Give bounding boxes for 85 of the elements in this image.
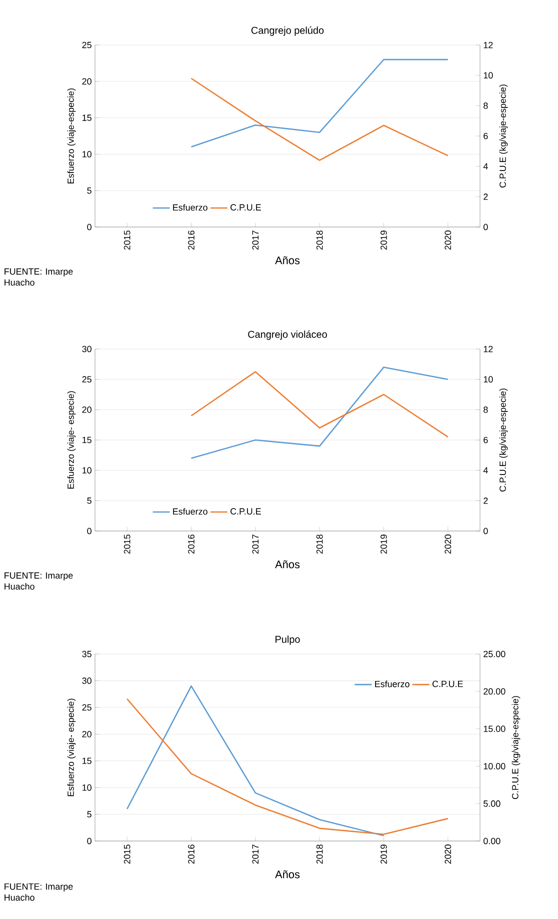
y-tick-label: 25 [82, 376, 92, 383]
y-tick-label: 0 [87, 528, 92, 534]
y2-tick-label: 10 [484, 72, 493, 79]
x-tick-label: 2019 [380, 534, 387, 554]
y-tick-label: 15 [82, 114, 92, 121]
y2-tick-label: 4 [483, 467, 488, 474]
legend-label: C.P.U.E [230, 508, 261, 515]
y2-tick-label: 10 [484, 376, 493, 383]
source-note: FUENTE: Imarpe Huacho [4, 883, 73, 901]
y2-axis-title: C.P.U.E (kg/viaje-especie) [499, 388, 508, 492]
line-series [190, 371, 449, 438]
x-tick-label: 2020 [444, 534, 452, 554]
line-series [190, 58, 449, 148]
y2-tick-label: 0 [484, 224, 488, 230]
y-tick-label: 25 [82, 704, 92, 711]
source-note: FUENTE: Imarpe Huacho [4, 572, 73, 590]
x-tick-label: 2020 [444, 230, 452, 250]
y2-tick-label: 25.00 [484, 650, 506, 658]
x-tick-label: 2015 [124, 844, 130, 864]
chart-title: Pulpo [276, 636, 300, 645]
y-tick-label: 5 [87, 811, 92, 818]
y2-tick-label: 8 [484, 406, 488, 413]
y-tick-label: 30 [82, 346, 92, 352]
x-tick-label: 2015 [124, 534, 130, 554]
x-tick-label: 2018 [316, 844, 323, 864]
legend-label: Esfuerzo [375, 680, 410, 688]
x-tick-label: 2015 [124, 230, 130, 250]
y-tick-label: 30 [82, 678, 92, 684]
legend-label: C.P.U.E [230, 204, 261, 211]
x-tick-label: 2020 [444, 844, 452, 864]
chart-title: Cangrejo violáceo [248, 330, 327, 340]
y2-tick-label: 20.00 [484, 688, 506, 695]
y2-axis-title: C.P.U.E (kg/viaje-especie) [512, 696, 520, 800]
y-tick-label: 10 [82, 151, 92, 158]
y-tick-label: 5 [87, 498, 92, 504]
y-tick-label: 25 [82, 42, 92, 48]
x-tick-label: 2017 [252, 534, 259, 554]
legend-label: Esfuerzo [173, 204, 208, 211]
legend-label: Esfuerzo [173, 508, 208, 515]
y-tick-label: 0 [87, 224, 92, 230]
x-tick-label: 2018 [316, 534, 323, 554]
x-tick-label: 2019 [380, 230, 387, 250]
y2-tick-label: 2 [484, 498, 488, 504]
chart-title: Cangrejo pelúdo [251, 26, 324, 36]
y-axis-title: Esfuerzo (viaje- especie) [67, 698, 76, 796]
x-tick-label: 2016 [188, 230, 194, 250]
x-tick-label: 2016 [188, 844, 194, 864]
x-axis-title: Años [275, 870, 300, 878]
x-axis-title: Años [275, 256, 300, 264]
y2-tick-label: 2 [484, 194, 488, 200]
line-series [190, 78, 449, 161]
line-series [126, 698, 449, 835]
x-tick-label: 2018 [316, 230, 323, 250]
y2-tick-label: 15.00 [484, 726, 506, 732]
y2-tick-label: 8 [484, 102, 488, 109]
y2-tick-label: 12 [484, 42, 493, 48]
y2-tick-label: 6 [484, 436, 488, 444]
y2-tick-label: 10.00 [484, 763, 506, 770]
y-tick-label: 20 [82, 78, 92, 85]
x-tick-label: 2017 [252, 230, 259, 250]
y-axis-title: Esfuerzo (viaje- especie) [67, 391, 76, 489]
y-tick-label: 35 [82, 650, 92, 658]
x-tick-label: 2019 [380, 844, 387, 864]
x-tick-label: 2016 [188, 534, 194, 554]
y2-tick-label: 4 [483, 163, 488, 170]
y-tick-label: 10 [82, 467, 92, 474]
y2-tick-label: 0.00 [484, 838, 500, 844]
x-axis-title: Años [275, 560, 300, 568]
y-tick-label: 20 [82, 730, 92, 738]
y2-tick-label: 12 [484, 346, 493, 352]
y2-tick-label: 5.00 [484, 800, 500, 807]
y-tick-label: 15 [82, 436, 92, 444]
y2-tick-label: 0 [484, 528, 488, 534]
source-note: FUENTE: Imarpe Huacho [4, 268, 73, 286]
y-axis-title: Esfuerzo (viaje-especie) [67, 88, 76, 184]
y-tick-label: 10 [82, 784, 92, 791]
line-series [190, 366, 449, 459]
y-tick-label: 20 [82, 406, 92, 413]
y-tick-label: 5 [87, 187, 92, 194]
legend-label: C.P.U.E [432, 680, 463, 688]
y2-axis-title: C.P.U.E (kg/viaje-especie) [499, 84, 508, 188]
x-tick-label: 2017 [252, 844, 259, 864]
y2-tick-label: 6 [484, 132, 488, 140]
y-tick-label: 0 [87, 838, 92, 844]
y-tick-label: 15 [82, 758, 92, 764]
